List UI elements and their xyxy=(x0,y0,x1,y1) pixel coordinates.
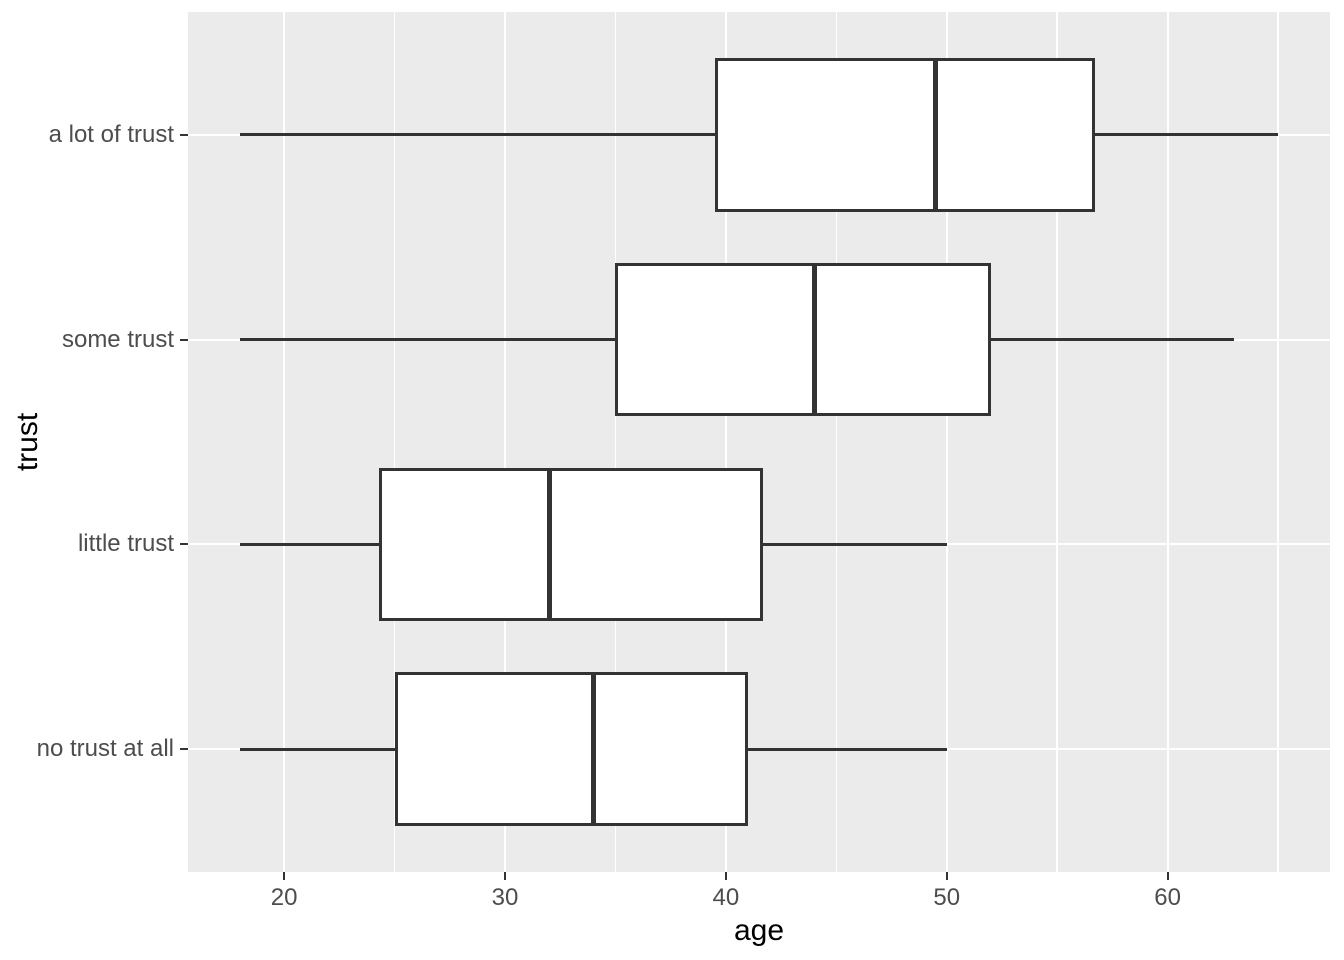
median-line-3 xyxy=(546,467,552,622)
whisker-right-3 xyxy=(763,542,947,546)
median-line-4 xyxy=(590,672,596,826)
x-tick-mark-30 xyxy=(503,872,506,880)
x-tick-label-50: 50 xyxy=(933,884,961,911)
x-tick-mark-40 xyxy=(724,872,727,880)
box-iqr-3 xyxy=(379,467,764,622)
major-gridline-x-30 xyxy=(503,12,506,872)
whisker-left-4 xyxy=(239,747,395,751)
y-tick-label-1: a lot of trust xyxy=(48,120,174,148)
whisker-right-2 xyxy=(990,338,1234,342)
x-tick-label-60: 60 xyxy=(1154,884,1181,911)
median-line-1 xyxy=(933,58,939,212)
minor-gridline-x-55 xyxy=(1056,12,1058,872)
y-tick-mark-2 xyxy=(180,338,188,341)
whisker-left-1 xyxy=(239,133,715,137)
y-tick-label-2: some trust xyxy=(61,325,174,353)
major-gridline-x-20 xyxy=(283,12,286,872)
minor-gridline-x-25 xyxy=(393,12,396,872)
box-iqr-4 xyxy=(394,672,748,826)
box-iqr-1 xyxy=(714,58,1095,212)
x-tick-label-20: 20 xyxy=(270,884,298,911)
major-gridline-x-50 xyxy=(945,12,948,872)
plot-panel xyxy=(188,12,1330,872)
x-axis-title: age xyxy=(733,914,785,947)
y-axis-title: trust xyxy=(11,412,44,472)
minor-gridline-x-35 xyxy=(614,12,617,872)
x-tick-mark-50 xyxy=(945,872,948,880)
x-tick-mark-20 xyxy=(283,872,286,880)
y-tick-mark-1 xyxy=(180,133,188,136)
minor-gridline-x-45 xyxy=(835,12,838,872)
median-line-2 xyxy=(811,262,817,417)
box-iqr-2 xyxy=(615,262,991,417)
major-gridline-x-60 xyxy=(1166,12,1169,872)
whisker-right-1 xyxy=(1094,133,1279,137)
y-tick-label-3: little trust xyxy=(77,530,174,558)
y-tick-mark-4 xyxy=(180,748,188,751)
y-tick-mark-3 xyxy=(180,543,188,546)
whisker-right-4 xyxy=(747,747,947,751)
whisker-left-2 xyxy=(239,338,616,342)
major-gridline-x-40 xyxy=(724,12,727,872)
whisker-left-3 xyxy=(239,542,380,546)
x-tick-mark-60 xyxy=(1166,872,1169,880)
x-tick-label-40: 40 xyxy=(712,884,740,911)
minor-gridline-x-65 xyxy=(1277,12,1279,872)
x-tick-label-30: 30 xyxy=(491,884,519,911)
y-tick-label-4: no trust at all xyxy=(36,735,174,763)
